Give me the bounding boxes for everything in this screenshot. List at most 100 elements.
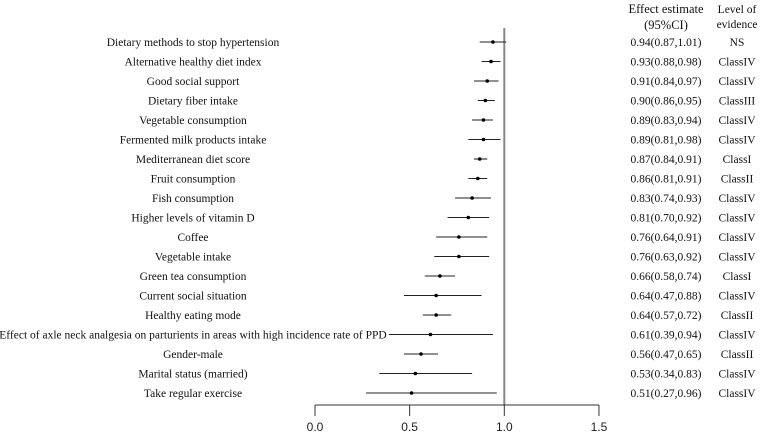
effect-estimate-value: 0.76(0.63,0.92) xyxy=(631,252,702,264)
row-label: Gender-male xyxy=(163,349,223,361)
row-label: Healthy eating mode xyxy=(145,310,241,322)
forest-row: Marital status (married) 0.53(0.34,0.83) C… xyxy=(138,369,756,381)
evidence-level-value: ClassI xyxy=(723,154,752,166)
column-headers: Effect estimate (95%CI) Level of evidenc… xyxy=(628,2,757,32)
row-label: Take regular exercise xyxy=(144,388,242,400)
evidence-level-value: ClassII xyxy=(721,310,754,322)
point-estimate-marker xyxy=(434,293,438,298)
evidence-level-value: ClassIV xyxy=(718,252,756,264)
forest-row: Alternative healthy diet index 0.93(0.88,… xyxy=(125,57,757,69)
row-label: Effect of axle neck analgesia on parturi… xyxy=(0,330,387,342)
forest-row: Dietary fiber intake 0.90(0.86,0.95) Class… xyxy=(148,96,755,108)
forest-row: Vegetable consumption 0.89(0.83,0.94) Clas… xyxy=(139,115,756,127)
forest-row: Fish consumption 0.83(0.74,0.93) ClassIV xyxy=(152,193,756,205)
forest-row: Good social support 0.91(0.84,0.97) ClassI… xyxy=(147,76,757,88)
effect-estimate-value: 0.93(0.88,0.98) xyxy=(631,57,702,69)
row-label: Higher levels of vitamin D xyxy=(131,213,254,225)
row-label: Good social support xyxy=(147,76,240,88)
forest-row: Fruit consumption 0.86(0.81,0.91) ClassII xyxy=(151,174,754,186)
evidence-subheader: evidence xyxy=(717,19,758,31)
forest-row: Dietary methods to stop hypertension 0.94… xyxy=(107,37,745,49)
forest-row: Green tea consumption 0.66(0.58,0.74) Clas… xyxy=(140,271,752,283)
evidence-level-value: ClassIV xyxy=(718,115,756,127)
x-axis-tick-label: 0.0 xyxy=(307,420,324,434)
effect-estimate-value: 0.87(0.84,0.91) xyxy=(631,154,702,166)
effect-estimate-value: 0.83(0.74,0.93) xyxy=(631,193,702,205)
effect-estimate-value: 0.64(0.47,0.88) xyxy=(631,291,702,303)
evidence-level-value: ClassIV xyxy=(718,193,756,205)
evidence-level-value: ClassIII xyxy=(719,96,756,108)
point-estimate-marker xyxy=(491,40,495,44)
forest-row: Coffee 0.76(0.64,0.91) ClassIV xyxy=(177,232,756,244)
forest-rows: Dietary methods to stop hypertension 0.94… xyxy=(0,37,756,400)
point-estimate-marker xyxy=(481,118,486,122)
evidence-level-value: ClassI xyxy=(723,271,752,283)
effect-estimate-value: 0.94(0.87,1.01) xyxy=(631,37,702,49)
effect-estimate-subheader: (95%CI) xyxy=(644,18,688,32)
evidence-level-value: NS xyxy=(730,37,745,49)
effect-estimate-value: 0.81(0.70,0.92) xyxy=(631,213,702,225)
evidence-level-value: ClassIV xyxy=(718,135,756,147)
effect-estimate-value: 0.86(0.81,0.91) xyxy=(631,174,702,186)
evidence-header: Level of xyxy=(718,4,757,16)
row-label: Coffee xyxy=(177,232,208,244)
effect-estimate-value: 0.64(0.57,0.72) xyxy=(631,310,702,322)
effect-estimate-value: 0.51(0.27,0.96) xyxy=(631,388,702,400)
point-estimate-marker xyxy=(409,391,414,395)
point-estimate-marker xyxy=(413,371,418,376)
x-axis-tick-label: 0.5 xyxy=(401,420,418,434)
row-label: Mediterranean diet score xyxy=(136,154,250,166)
forest-row: Fermented milk products intake 0.89(0.81,… xyxy=(120,135,757,147)
row-label: Fish consumption xyxy=(152,193,234,205)
evidence-level-value: ClassIV xyxy=(718,330,756,342)
row-label: Vegetable intake xyxy=(155,252,231,264)
effect-estimate-header: Effect estimate xyxy=(628,2,704,16)
point-estimate-marker xyxy=(428,332,433,337)
point-estimate-marker xyxy=(434,313,438,317)
effect-estimate-value: 0.90(0.86,0.95) xyxy=(631,96,702,108)
forest-row: Mediterranean diet score 0.87(0.84,0.91) C… xyxy=(136,154,752,166)
evidence-level-value: ClassIV xyxy=(718,57,756,69)
point-estimate-marker xyxy=(483,98,488,103)
x-axis-tick-label: 1.0 xyxy=(496,420,513,434)
point-estimate-marker xyxy=(419,352,423,356)
effect-estimate-value: 0.61(0.39,0.94) xyxy=(631,330,702,342)
effect-estimate-value: 0.53(0.34,0.83) xyxy=(631,369,702,381)
point-estimate-marker xyxy=(470,196,474,200)
row-label: Current social situation xyxy=(139,291,247,303)
row-label: Dietary fiber intake xyxy=(148,96,238,108)
evidence-level-value: ClassIV xyxy=(718,291,756,303)
forest-row: Healthy eating mode 0.64(0.57,0.72) ClassI… xyxy=(145,310,753,322)
x-axis-tick-label: 1.5 xyxy=(591,420,608,434)
forest-row: Vegetable intake 0.76(0.63,0.92) ClassIV xyxy=(155,252,756,264)
row-label: Fruit consumption xyxy=(151,174,236,186)
point-estimate-marker xyxy=(481,137,486,142)
point-estimate-marker xyxy=(466,215,471,220)
row-label: Vegetable consumption xyxy=(139,115,247,127)
effect-estimate-value: 0.89(0.83,0.94) xyxy=(631,115,702,127)
effect-estimate-value: 0.66(0.58,0.74) xyxy=(631,271,702,283)
evidence-level-value: ClassIV xyxy=(718,369,756,381)
point-estimate-marker xyxy=(457,254,461,259)
row-label: Fermented milk products intake xyxy=(120,135,267,147)
x-axis: 0.0 0.5 1.0 1.5 xyxy=(307,404,608,434)
point-estimate-marker xyxy=(485,79,490,83)
point-estimate-marker xyxy=(475,176,480,181)
evidence-level-value: ClassIV xyxy=(718,213,756,225)
forest-row: Current social situation 0.64(0.47,0.88) C… xyxy=(139,291,756,303)
forest-row: Effect of axle neck analgesia on parturi… xyxy=(0,330,756,342)
evidence-level-value: ClassIV xyxy=(718,388,756,400)
forest-row: Gender-male 0.56(0.47,0.65) ClassII xyxy=(163,349,753,361)
evidence-level-value: ClassIV xyxy=(718,232,756,244)
row-label: Green tea consumption xyxy=(140,271,247,283)
evidence-level-value: ClassII xyxy=(721,349,754,361)
row-label: Alternative healthy diet index xyxy=(125,57,262,69)
effect-estimate-value: 0.89(0.81,0.98) xyxy=(631,135,702,147)
row-label: Dietary methods to stop hypertension xyxy=(107,37,280,49)
evidence-level-value: ClassII xyxy=(721,174,754,186)
point-estimate-marker xyxy=(489,59,493,64)
forest-row: Higher levels of vitamin D 0.81(0.70,0.92… xyxy=(131,213,756,225)
evidence-level-value: ClassIV xyxy=(718,76,756,88)
effect-estimate-value: 0.56(0.47,0.65) xyxy=(631,349,702,361)
